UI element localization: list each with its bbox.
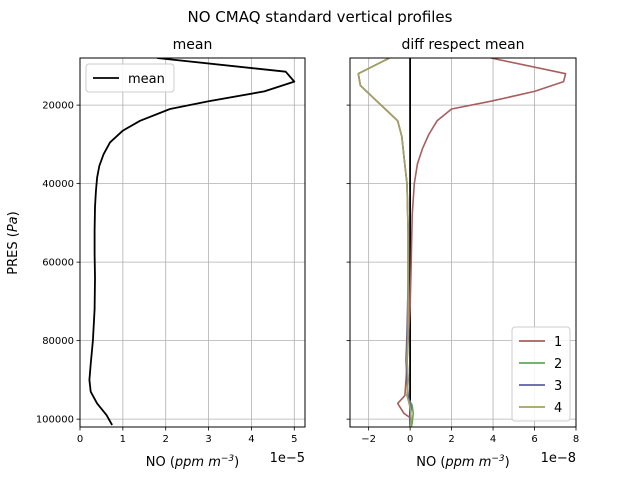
x-tick-label: 3 bbox=[205, 434, 211, 445]
diff-panel: diff respect mean −2 0 2 4 6 8 1e−8 NO (ppm m… bbox=[346, 37, 579, 470]
x-tick-label: 2 bbox=[448, 434, 454, 445]
diff-panel-frame bbox=[349, 57, 577, 428]
x-tick-label: 1 bbox=[120, 434, 126, 445]
x-tick-label: 8 bbox=[573, 434, 579, 445]
diff-panel-lines bbox=[357, 58, 567, 427]
mean-panel-lines bbox=[88, 58, 296, 426]
x-tick-label: 0 bbox=[77, 434, 83, 445]
y-tick-label: 100000 bbox=[36, 415, 74, 426]
y-tick-label: 40000 bbox=[42, 179, 74, 190]
diff-x-scale-label: 1e−8 bbox=[541, 451, 576, 466]
series-line-mean bbox=[88, 58, 296, 426]
mean-x-scale-label: 1e−5 bbox=[270, 451, 305, 466]
x-tick-label: 4 bbox=[248, 434, 254, 445]
legend-label: mean bbox=[128, 72, 165, 87]
legend-box bbox=[85, 63, 175, 93]
mean-panel-title: mean bbox=[173, 37, 213, 53]
diff-x-axis-label: NO (ppm m−3) bbox=[416, 454, 510, 470]
diff-panel-legend: 1 2 3 4 bbox=[511, 326, 571, 422]
diff-panel-ticks: −2 0 2 4 6 8 bbox=[346, 104, 579, 445]
x-tick-label: 2 bbox=[163, 434, 169, 445]
mean-x-axis-label: NO (ppm m−3) bbox=[146, 454, 240, 470]
series-line-1 bbox=[396, 58, 567, 427]
y-tick-label: 20000 bbox=[42, 101, 74, 112]
mean-y-axis-label: PRES (Pa) bbox=[6, 211, 21, 274]
x-tick-label: 4 bbox=[490, 434, 496, 445]
x-tick-label: 5 bbox=[291, 434, 297, 445]
mean-panel-ticks: 0 1 2 3 4 5 20000 40000 60000 80000 100000 bbox=[36, 101, 298, 445]
y-tick-label: 80000 bbox=[42, 336, 74, 347]
x-tick-label: −2 bbox=[361, 434, 376, 445]
legend-label: 4 bbox=[554, 401, 562, 416]
legend-label: 3 bbox=[554, 379, 562, 394]
x-tick-label: 6 bbox=[531, 434, 537, 445]
series-line-4 bbox=[357, 58, 412, 427]
mean-panel-frame bbox=[79, 57, 306, 428]
mean-panel-legend: mean bbox=[85, 63, 175, 93]
mean-panel: mean 0 1 2 3 4 5 20000 40000 60000 80000 100000 1e… bbox=[6, 37, 306, 470]
diff-panel-title: diff respect mean bbox=[401, 37, 524, 53]
figure-suptitle: NO CMAQ standard vertical profiles bbox=[188, 8, 453, 26]
legend-box bbox=[511, 326, 571, 422]
legend-label: 2 bbox=[554, 357, 562, 372]
legend-label: 1 bbox=[554, 335, 562, 350]
y-tick-label: 60000 bbox=[42, 258, 74, 269]
x-tick-label: 0 bbox=[407, 434, 413, 445]
